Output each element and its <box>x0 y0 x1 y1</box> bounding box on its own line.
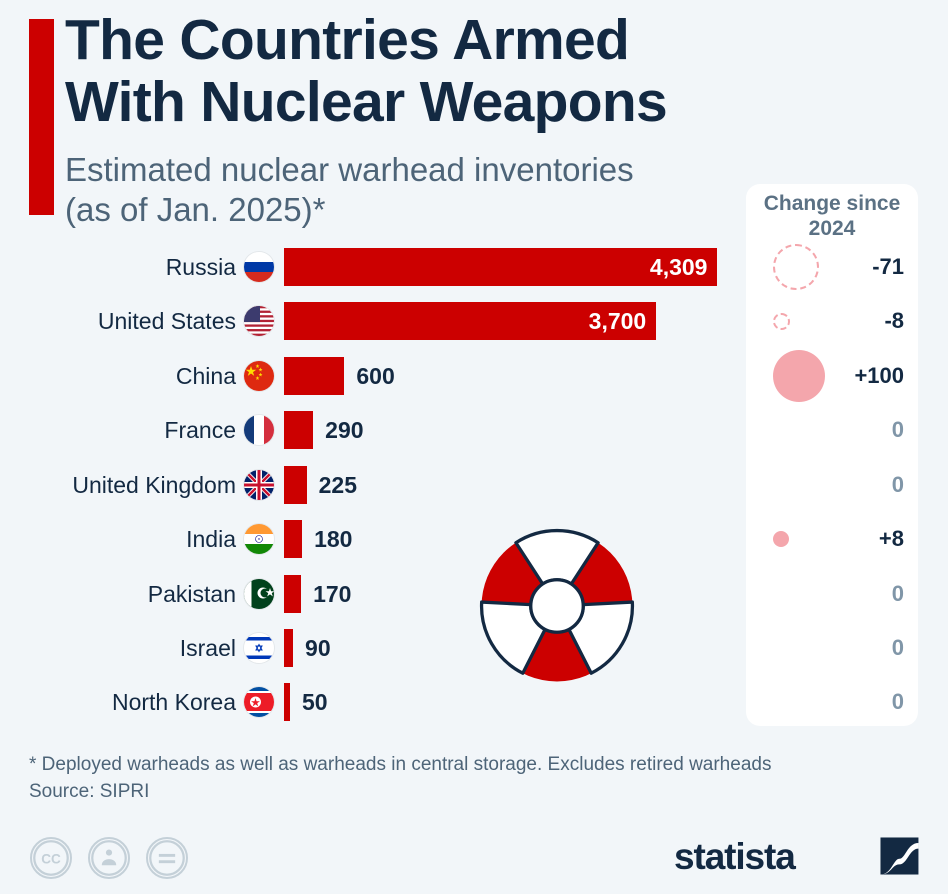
svg-text:statista: statista <box>674 835 796 877</box>
svg-text:CC: CC <box>41 851 61 866</box>
